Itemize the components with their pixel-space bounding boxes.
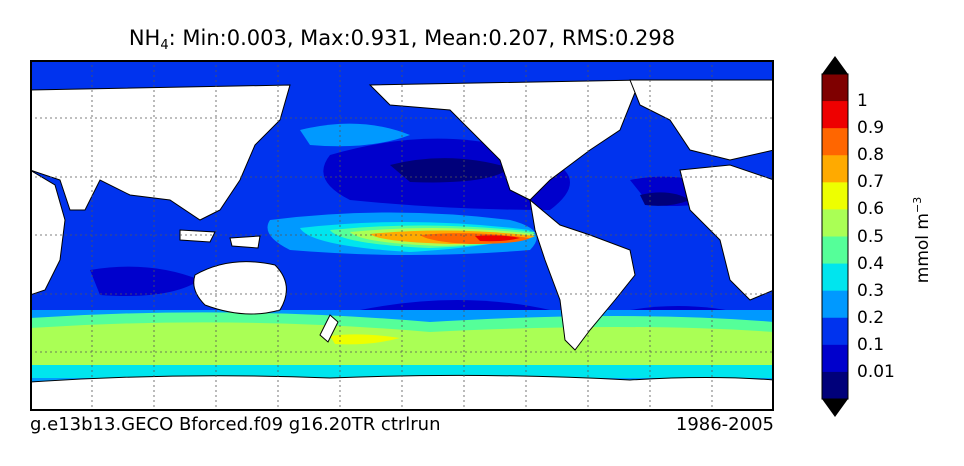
colorbar-extend-max [822, 56, 848, 74]
colorbar-tick-label: 0.7 [857, 172, 885, 193]
europe-landmass [629, 79, 774, 161]
colorbar [821, 56, 849, 417]
title-stats: : Min:0.003, Max:0.931, Mean:0.207, RMS:… [168, 26, 676, 50]
colorbar-tick-label: 0.3 [857, 280, 885, 301]
australia-landmass [193, 261, 287, 315]
colorbar-tick-label: 0.8 [857, 145, 885, 166]
colorbar-tick-label: 0.2 [857, 307, 885, 328]
gridlines [30, 60, 774, 411]
colorbar-segment [822, 317, 848, 346]
colorbar-segment [822, 74, 848, 102]
colorbar-tick-label: 0.5 [857, 226, 885, 247]
colorbar-tick-label: 0.9 [857, 118, 885, 139]
africa-landmass [30, 169, 66, 296]
colorbar-segment [822, 236, 848, 265]
colorbar-tick-label: 1 [857, 91, 868, 112]
colorbar-segment [822, 371, 848, 400]
colorbar-segment [822, 182, 848, 210]
new-zealand-landmass [319, 314, 339, 343]
ocean-map [30, 60, 774, 411]
title-subscript: 4 [160, 38, 169, 53]
colorbar-extend-min [822, 399, 848, 417]
colorbar-segment [822, 128, 848, 156]
colorbar-segment [822, 290, 848, 319]
year-range: 1986-2005 [675, 414, 774, 435]
indonesia-landmass [179, 229, 216, 243]
colorbar-segment [822, 263, 848, 292]
colorbar-tick-label: 0.6 [857, 199, 885, 220]
very-low-regions [390, 158, 690, 206]
land [30, 79, 774, 411]
colorbar-segment [822, 101, 848, 129]
colorbar-segment [822, 209, 848, 237]
title-species: NH [128, 26, 161, 50]
north-america-landmass [368, 79, 641, 201]
asia-landmass [30, 84, 291, 221]
colorbar-segment [822, 155, 848, 183]
colorbar-tick-label: 0.4 [857, 253, 885, 274]
antarctica-landmass [30, 374, 774, 411]
plot-title: NH4: Min:0.003, Max:0.931, Mean:0.207, R… [30, 26, 774, 53]
case-name: g.e13b13.GECO Bforced.f09 g16.20TR ctrlr… [30, 414, 441, 435]
map-frame [30, 60, 774, 411]
colorbar-tick-label: 0.1 [857, 334, 885, 355]
colorbar-segment [822, 344, 848, 373]
colorbar-tick-label: 0.01 [857, 361, 895, 382]
mid-value-regions [267, 123, 537, 255]
colorbar-label: mmol m−3 [911, 196, 933, 284]
africa-east-landmass [679, 164, 774, 301]
colorbar-frame [821, 73, 849, 400]
